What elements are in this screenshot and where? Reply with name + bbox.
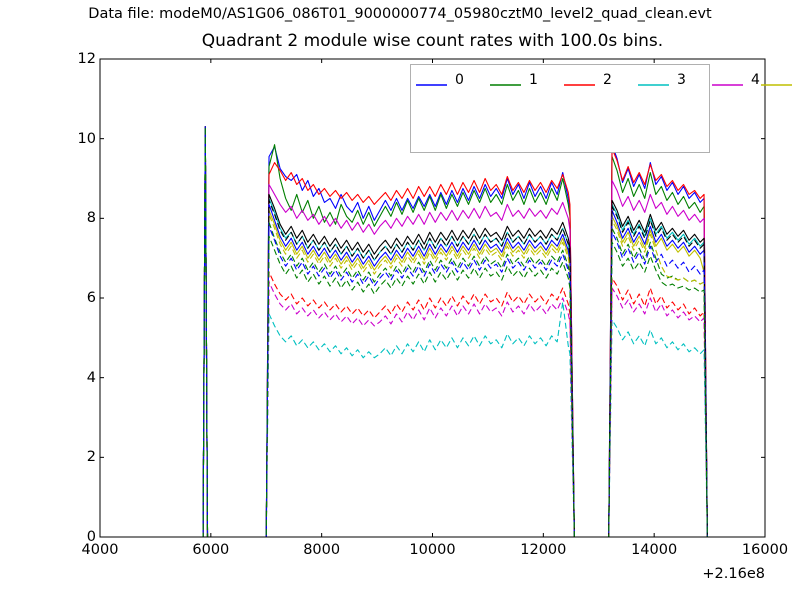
x-tick-label-10000: 10000 [409,542,456,558]
legend-label-1: 1 [529,72,538,88]
legend-entry-5[interactable]: 5 [760,70,800,90]
x-axis-offset-text: +2.16e8 [702,566,765,582]
legend-swatch-1 [489,75,522,86]
legend-entry-2[interactable]: 2 [563,70,637,90]
figure-suptitle: Data file: modeM0/AS1G06_086T01_90000007… [88,6,712,22]
legend-swatch-3 [637,75,670,86]
axes-spines-layer [99,58,766,538]
y-tick-label-10: 10 [77,130,96,147]
y-tick-label-0: 0 [86,529,96,545]
x-tick-label-4000: 4000 [81,542,119,558]
x-tick-label-14000: 14000 [631,542,678,558]
series-line-13 [100,126,708,537]
series-line-11 [100,126,708,537]
legend-entry-0[interactable]: 0 [415,70,489,90]
x-axis-tick-labels: 4000 6000 8000 10000 12000 14000 16000 [0,542,800,566]
y-axis-tick-labels: 0 2 4 6 8 10 12 [52,0,96,600]
series-line-9 [100,126,708,537]
legend-entry-1[interactable]: 1 [489,70,563,90]
series-line-3 [100,126,708,537]
legend-swatch-2 [563,75,596,86]
series-line-14 [100,126,708,537]
legend-entry-3[interactable]: 3 [637,70,711,90]
x-tick-label-12000: 12000 [520,542,567,558]
chart-title: Quadrant 2 module wise count rates with … [201,31,664,51]
legend-swatch-5 [760,75,793,86]
chart-legend[interactable]: 0123456789101112131415 [410,64,800,153]
series-line-10 [100,126,708,537]
data-lines-layer [100,126,708,537]
legend-label-4: 4 [751,72,760,88]
y-tick-label-12: 12 [77,51,96,67]
x-tick-label-16000: 16000 [741,542,789,558]
legend-label-0: 0 [455,72,464,88]
series-line-5 [100,126,708,537]
legend-swatch-4 [711,75,744,86]
series-line-4 [100,126,708,537]
x-tick-label-6000: 6000 [192,542,230,558]
y-tick-label-4: 4 [86,369,96,386]
legend-entry-4[interactable]: 4 [711,70,760,90]
series-line-7 [100,126,708,537]
legend-swatch-0 [415,75,448,86]
legend-label-2: 2 [603,72,612,88]
y-tick-label-6: 6 [86,290,96,306]
series-line-8 [100,126,708,537]
series-line-12 [100,126,708,537]
y-tick-label-8: 8 [86,210,96,227]
series-line-6 [100,126,708,537]
legend-label-3: 3 [677,72,686,88]
y-tick-label-2: 2 [86,449,96,466]
series-line-0 [100,126,708,537]
legend-entries-grid: 0123456789101112131415 [415,70,800,90]
series-line-2 [100,126,708,537]
series-line-1 [100,126,708,537]
x-tick-label-8000: 8000 [303,542,341,558]
